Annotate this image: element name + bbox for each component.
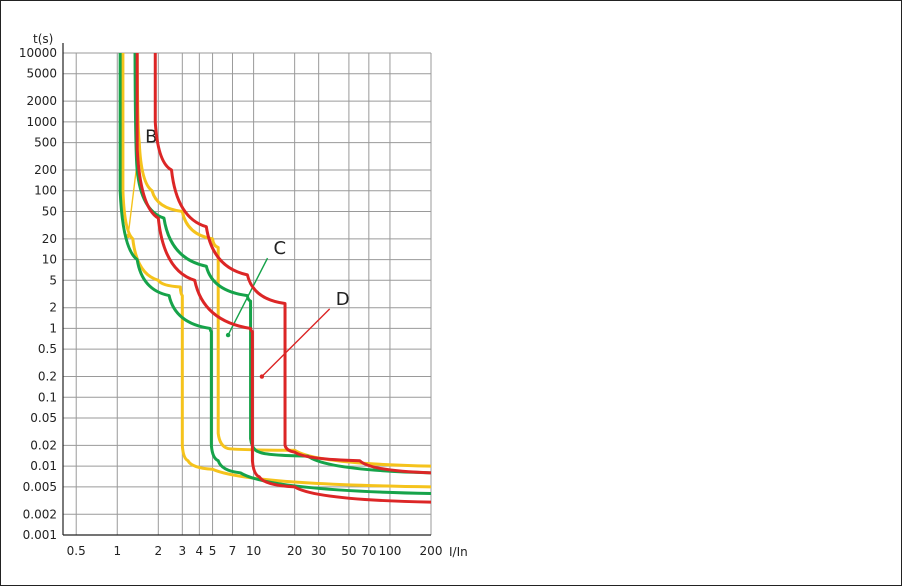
y-tick-label: 5 <box>49 273 57 287</box>
curve-c-min <box>118 52 431 496</box>
x-tick-label: 50 <box>341 544 356 558</box>
curve-d-pointer <box>261 308 331 378</box>
y-tick-label: 200 <box>34 163 57 177</box>
y-tick-label: 0.01 <box>30 459 57 473</box>
x-tick-label: 30 <box>311 544 326 558</box>
curve-d-label: D <box>336 289 350 310</box>
y-tick-label: 2 <box>49 301 57 315</box>
y-tick-label: 10 <box>42 253 57 267</box>
x-tick-label: 100 <box>379 544 402 558</box>
curve-d-max <box>153 53 431 475</box>
y-tick-label: 0.002 <box>23 507 57 521</box>
x-tick-label: 4 <box>196 544 204 558</box>
grid <box>62 43 432 536</box>
y-tick-label: 20 <box>42 232 57 246</box>
x-axis-label: I/In <box>449 545 468 559</box>
curve-c-label: C <box>274 238 287 259</box>
y-tick-label: 1 <box>49 321 57 335</box>
curve-b-max <box>135 52 431 468</box>
x-tick-label: 5 <box>209 544 217 558</box>
x-tick-label: 70 <box>361 544 376 558</box>
x-tick-label: 3 <box>178 544 186 558</box>
x-tick-label: 10 <box>246 544 261 558</box>
curve-d-pointer-dot <box>259 374 265 379</box>
y-tick-label: 0.005 <box>23 480 57 494</box>
x-tick-label: 2 <box>154 544 162 558</box>
y-tick-label: 10000 <box>19 46 57 60</box>
curve-c-max <box>133 52 431 475</box>
curve-c-pointer-dot <box>225 332 231 338</box>
y-tick-label: 0.5 <box>38 342 57 356</box>
x-tick-label: 1 <box>113 544 121 558</box>
y-tick-label: 1000 <box>26 115 57 129</box>
y-tick-label: 0.001 <box>23 528 57 542</box>
curve-c-pointer <box>227 257 269 336</box>
y-tick-label: 500 <box>34 136 57 150</box>
curve-b-min <box>121 53 431 489</box>
y-tick-label: 5000 <box>26 67 57 81</box>
y-tick-label: 2000 <box>26 94 57 108</box>
plot-area: B C D <box>118 52 431 504</box>
y-tick-label: 0.2 <box>38 370 57 384</box>
y-axis-label: t(s) <box>33 32 53 46</box>
y-tick-label: 0.05 <box>30 411 57 425</box>
x-tick-label: 7 <box>229 544 237 558</box>
x-tick-label: 20 <box>287 544 302 558</box>
y-tick-label: 0.02 <box>30 438 57 452</box>
y-tick-label: 100 <box>34 184 57 198</box>
curve-d-min <box>135 53 431 504</box>
x-tick-label: 200 <box>420 544 443 558</box>
tick-labels: 0.5 1 2 3 4 5 7 10 20 30 50 70 100 200100005000200010… <box>19 46 443 558</box>
curve-b-label: B <box>145 127 157 148</box>
y-tick-label: 50 <box>42 204 57 218</box>
y-tick-label: 0.1 <box>38 390 57 404</box>
x-tick-label: 0.5 <box>67 544 86 558</box>
